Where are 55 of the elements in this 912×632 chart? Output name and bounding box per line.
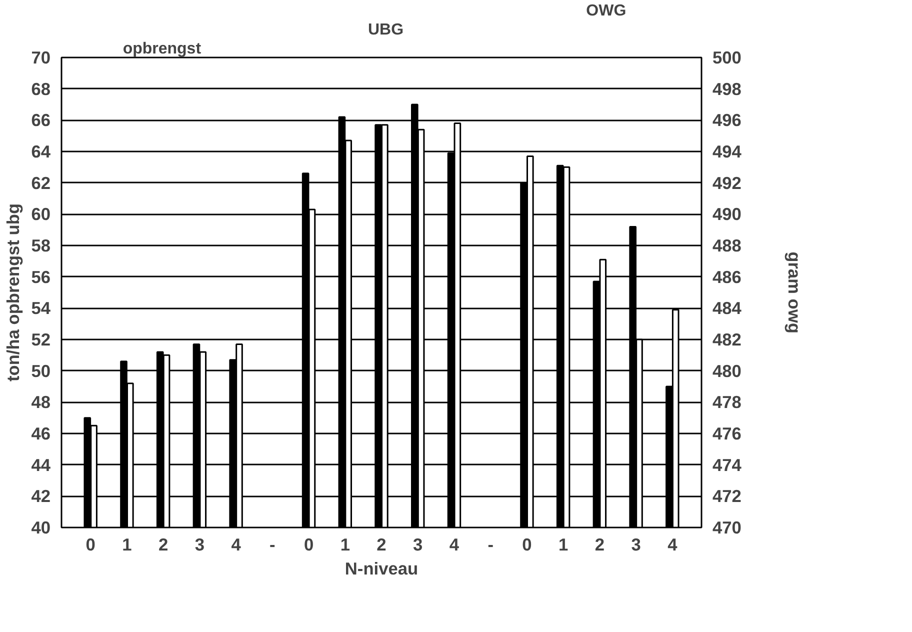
y-tick-label: 50 xyxy=(31,360,51,381)
x-tick-label: 3 xyxy=(194,534,205,554)
y-tick-label: 58 xyxy=(31,236,51,256)
y2-tick-label: 496 xyxy=(712,110,742,130)
y-tick-label: 48 xyxy=(31,392,51,412)
y2-tick-label: 474 xyxy=(712,454,742,475)
y2-tick-label: 480 xyxy=(712,360,742,381)
y2-tick-label: 500 xyxy=(712,48,742,68)
y2-tick-label: 482 xyxy=(712,330,742,350)
y2-tick-label: 484 xyxy=(712,298,742,318)
x-tick-label: 2 xyxy=(594,534,605,554)
x-tick-label: 3 xyxy=(413,534,424,554)
text: UBG xyxy=(368,22,404,38)
y2-tick-label: 492 xyxy=(712,172,742,193)
y-tick-label: 52 xyxy=(31,330,51,350)
x-tick-label: 1 xyxy=(122,534,132,554)
y2-tick-label: 488 xyxy=(712,236,742,256)
y2-tick-label: 470 xyxy=(712,518,742,538)
x-tick-label: 0 xyxy=(304,534,314,554)
x-tick-label: 0 xyxy=(522,534,532,554)
y2-tick-label: 472 xyxy=(712,486,742,506)
y2-tick-label: 498 xyxy=(712,78,742,99)
x-tick-label: 2 xyxy=(376,534,386,554)
x-tick-label: 3 xyxy=(631,534,642,554)
y-tick-label: 46 xyxy=(31,424,51,444)
y-axis-title: ton/ha opbrengst ubg xyxy=(3,203,24,382)
y-tick-label: 66 xyxy=(31,110,51,130)
y2-tick-label: 478 xyxy=(712,392,742,412)
y-tick-label: 64 xyxy=(31,142,51,162)
y2-tick-label: 490 xyxy=(712,204,742,224)
x-tick-label: 1 xyxy=(558,534,568,554)
y-tick-label: 70 xyxy=(31,48,51,68)
x-tick-label: 4 xyxy=(668,534,678,554)
y-tick-label: 40 xyxy=(31,518,51,538)
y-tick-label: 54 xyxy=(31,298,51,318)
x-tick-label: 4 xyxy=(231,534,242,554)
y-tick-label: 56 xyxy=(31,266,51,287)
x-tick-label: 4 xyxy=(449,534,460,554)
annotation: opbrengst xyxy=(122,40,202,58)
y2-axis-title: gram owg xyxy=(784,252,804,334)
y2-tick-label: 476 xyxy=(712,424,742,444)
text: OWG xyxy=(586,2,626,20)
y2-tick-label: 494 xyxy=(712,142,742,162)
y-tick-label: 62 xyxy=(31,172,51,193)
y2-tick-label: 486 xyxy=(712,266,742,287)
y-tick-label: 68 xyxy=(31,78,51,99)
y-tick-label: 42 xyxy=(31,486,51,506)
x-tick-label: - xyxy=(488,534,494,554)
x-tick-label: 1 xyxy=(340,534,350,554)
x-tick-label: 2 xyxy=(158,534,168,554)
y-tick-label: 44 xyxy=(31,454,51,475)
x-tick-label: 0 xyxy=(86,534,96,554)
x-axis-title: N-niveau xyxy=(344,558,418,578)
x-tick-label: - xyxy=(270,534,276,554)
y-tick-label: 60 xyxy=(31,204,51,224)
